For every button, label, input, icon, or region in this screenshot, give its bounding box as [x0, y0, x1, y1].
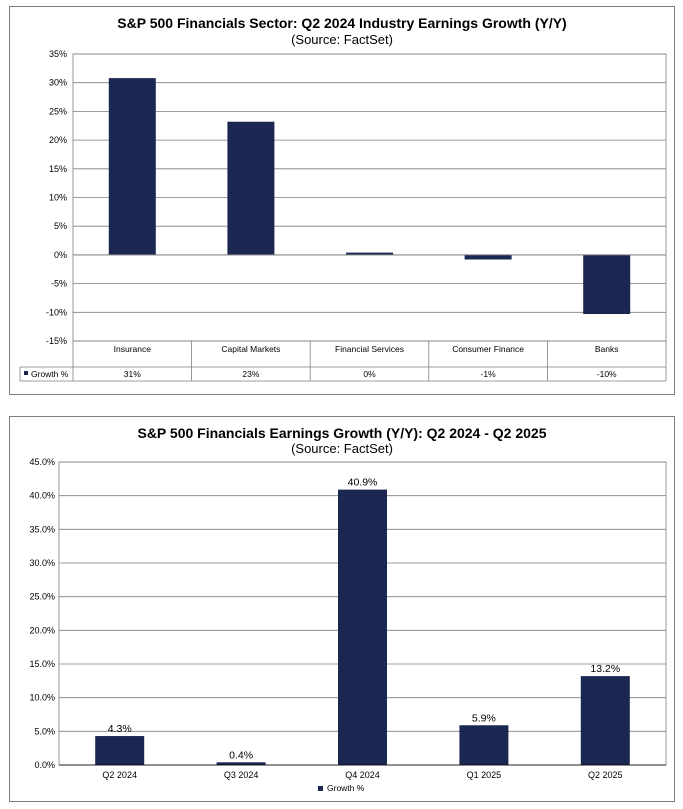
- bar: [459, 725, 509, 765]
- legend-label: Growth %: [327, 783, 365, 793]
- bar: [580, 676, 630, 765]
- chart-subtitle: (Source: FactSet): [291, 441, 393, 456]
- category-label: Capital Markets: [221, 344, 280, 354]
- y-tick-label: 25%: [49, 106, 67, 116]
- data-label: 40.9%: [348, 477, 378, 489]
- y-tick-label: -15%: [46, 336, 67, 346]
- data-label: 5.9%: [472, 712, 496, 724]
- category-label: Q3 2024: [224, 770, 259, 780]
- table-value: 23%: [242, 369, 259, 379]
- y-tick-label: 15.0%: [29, 659, 55, 669]
- y-tick-label: 30%: [49, 78, 67, 88]
- industry-growth-chart: 35% 30% 25% 20% 15% 10% 5% 0% -5% -10% -15% Insuran…: [19, 49, 667, 382]
- data-label: 4.3%: [108, 723, 132, 735]
- legend-swatch: [318, 786, 323, 791]
- legend-swatch: [24, 371, 28, 375]
- y-tick-label: 15%: [49, 164, 67, 174]
- y-tick-label: 35%: [49, 49, 67, 59]
- table-value: -1%: [481, 369, 497, 379]
- category-label: Q2 2025: [588, 770, 623, 780]
- y-tick-label: 25.0%: [29, 592, 55, 602]
- y-tick-label: 10.0%: [29, 693, 55, 703]
- category-label: Insurance: [114, 344, 152, 354]
- y-tick-label: 0%: [54, 250, 67, 260]
- plot-area: [72, 53, 667, 342]
- y-tick-label: 5.0%: [34, 726, 55, 736]
- bar: [108, 78, 156, 255]
- legend-label: Growth %: [31, 369, 69, 379]
- chart-subtitle: (Source: FactSet): [291, 32, 393, 47]
- bar: [216, 762, 266, 765]
- category-label: Banks: [595, 344, 619, 354]
- y-tick-label: -5%: [51, 279, 67, 289]
- table-value: 0%: [363, 369, 376, 379]
- y-tick-label: 5%: [54, 221, 67, 231]
- category-label: Q1 2025: [467, 770, 502, 780]
- chart-panel-quarterly: S&P 500 Financials Earnings Growth (Y/Y)…: [9, 416, 675, 802]
- bar: [346, 252, 393, 255]
- chart-panel-industry: S&P 500 Financials Sector: Q2 2024 Indus…: [9, 6, 675, 395]
- y-tick-label: 45.0%: [29, 457, 55, 467]
- y-tick-label: 40.0%: [29, 491, 55, 501]
- y-tick-label: -10%: [46, 307, 67, 317]
- bar: [227, 121, 275, 255]
- y-tick-label: 20%: [49, 135, 67, 145]
- table-value: 31%: [124, 369, 141, 379]
- data-label: 0.4%: [229, 749, 253, 761]
- chart-title: S&P 500 Financials Sector: Q2 2024 Indus…: [117, 15, 567, 31]
- bar: [338, 489, 387, 765]
- y-tick-label: 35.0%: [29, 524, 55, 534]
- category-label: Q4 2024: [345, 770, 380, 780]
- category-label: Consumer Finance: [452, 344, 524, 354]
- y-tick-label: 20.0%: [29, 625, 55, 635]
- category-label: Q2 2024: [102, 770, 137, 780]
- bar: [95, 736, 145, 765]
- bar: [464, 254, 512, 260]
- y-tick-label: 30.0%: [29, 558, 55, 568]
- chart-title: S&P 500 Financials Earnings Growth (Y/Y)…: [137, 425, 547, 441]
- table-value: -10%: [597, 369, 617, 379]
- bar: [583, 254, 631, 315]
- category-label: Financial Services: [335, 344, 404, 354]
- y-tick-label: 10%: [49, 193, 67, 203]
- quarterly-growth-chart: 45.0% 40.0% 35.0% 30.0% 25.0% 20.0% 15.0% 10.0%…: [29, 457, 667, 793]
- data-label: 13.2%: [590, 663, 620, 675]
- y-tick-label: 0.0%: [34, 760, 55, 770]
